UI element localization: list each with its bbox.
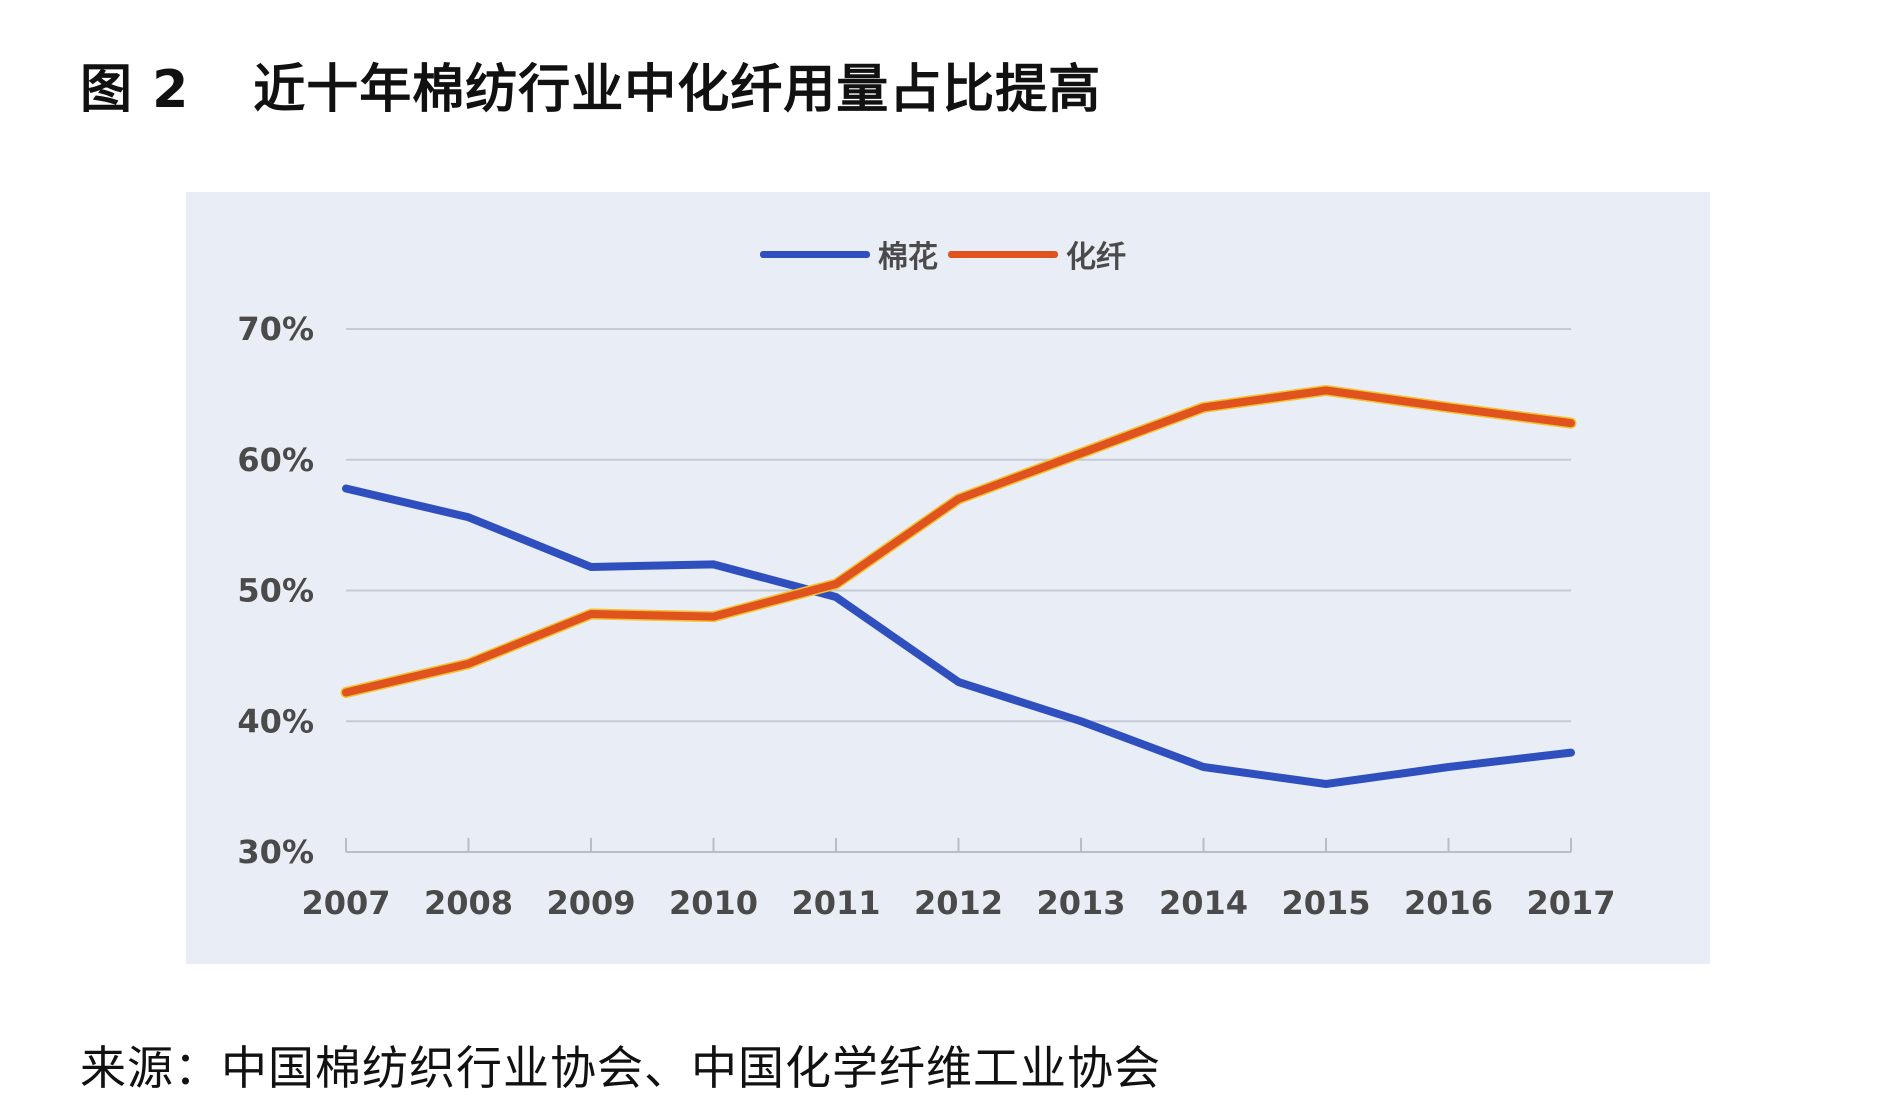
y-tick-label-60pct: 60% <box>237 441 314 479</box>
legend-item-cotton: 棉花 <box>760 232 948 276</box>
x-tick-label-2016: 2016 <box>1404 884 1493 922</box>
x-tick-label-2014: 2014 <box>1159 884 1248 922</box>
legend-label-chemical-fiber: 化纤 <box>1066 240 1126 275</box>
data-point-chemical-fiber-2011 <box>832 580 840 588</box>
x-tick-label-2009: 2009 <box>546 884 635 922</box>
data-point-cotton-2011 <box>832 593 840 601</box>
data-point-cotton-2014 <box>1200 763 1207 771</box>
y-tick-label-30pct: 30% <box>237 833 314 871</box>
x-tick-label-2012: 2012 <box>914 884 1003 922</box>
x-tick-label-2017: 2017 <box>1526 884 1615 922</box>
data-point-chemical-fiber-2014 <box>1200 403 1207 411</box>
data-point-chemical-fiber-2012 <box>955 495 962 503</box>
data-point-chemical-fiber-2008 <box>465 660 472 668</box>
data-point-cotton-2009 <box>587 563 595 571</box>
line-chart: 30% 40% 50% 60% 70% 2007 2008 2009 2010 2011 2012 2… <box>237 310 1615 922</box>
data-point-chemical-fiber-2007 <box>342 688 350 696</box>
x-tick-label-2010: 2010 <box>669 884 758 922</box>
chart-legend: 棉花 化纤 <box>186 232 1710 276</box>
x-tick-label-2007: 2007 <box>301 884 390 922</box>
x-tick-label-2008: 2008 <box>424 884 513 922</box>
y-tick-label-50pct: 50% <box>237 572 314 610</box>
data-point-cotton-2007 <box>342 485 350 493</box>
data-point-chemical-fiber-2016 <box>1445 403 1452 411</box>
x-tick-label-2015: 2015 <box>1281 884 1370 922</box>
source-note: 来源：中国棉纺织行业协会、中国化学纤维工业协会 <box>80 1041 1161 1095</box>
figure-title: 近十年棉纺行业中化纤用量占比提高 <box>253 59 1102 120</box>
legend-item-chemical-fiber: 化纤 <box>948 232 1136 276</box>
data-point-cotton-2017 <box>1567 749 1575 757</box>
figure-number: 图 2 <box>80 59 190 120</box>
data-point-chemical-fiber-2010 <box>710 613 717 621</box>
data-point-cotton-2016 <box>1445 763 1452 771</box>
legend-swatch-chemical-fiber <box>948 250 1058 258</box>
data-point-cotton-2015 <box>1322 780 1330 788</box>
data-point-cotton-2012 <box>955 678 962 686</box>
data-point-chemical-fiber-2009 <box>587 610 595 618</box>
data-point-chemical-fiber-2017 <box>1567 419 1575 427</box>
data-point-cotton-2008 <box>465 513 472 521</box>
data-point-cotton-2013 <box>1077 717 1085 725</box>
x-tick-label-2011: 2011 <box>791 884 880 922</box>
data-point-chemical-fiber-2013 <box>1077 449 1085 457</box>
y-tick-label-40pct: 40% <box>237 702 314 740</box>
chart-panel: 棉花 化纤 30% 40% 50% 60% 70% 2007 2008 2009 2010 201… <box>186 192 1710 964</box>
data-point-chemical-fiber-2015 <box>1322 386 1330 394</box>
legend-swatch-cotton <box>760 250 870 258</box>
y-tick-label-70pct: 70% <box>237 310 314 348</box>
figure-header: 图 2 近十年棉纺行业中化纤用量占比提高 <box>80 44 1101 124</box>
x-tick-label-2013: 2013 <box>1036 884 1125 922</box>
data-point-cotton-2010 <box>710 560 717 568</box>
legend-label-cotton: 棉花 <box>878 240 938 275</box>
